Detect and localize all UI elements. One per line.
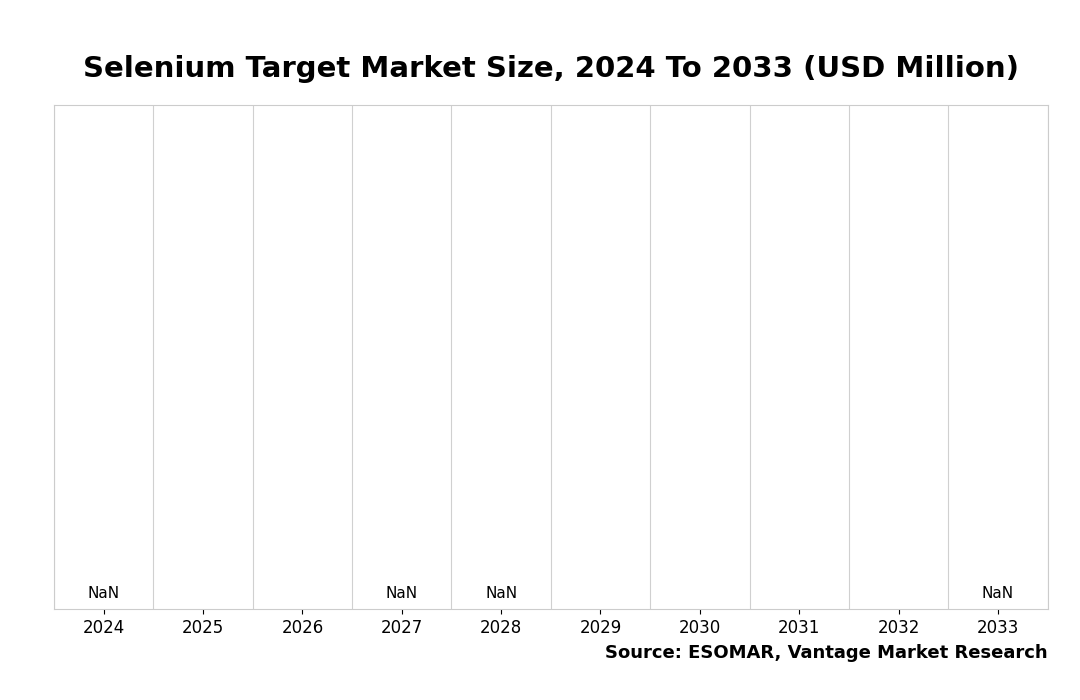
Text: NaN: NaN — [982, 587, 1014, 601]
Text: NaN: NaN — [485, 587, 517, 601]
Text: Source: ESOMAR, Vantage Market Research: Source: ESOMAR, Vantage Market Research — [605, 643, 1048, 662]
Title: Selenium Target Market Size, 2024 To 2033 (USD Million): Selenium Target Market Size, 2024 To 203… — [83, 55, 1018, 83]
Text: NaN: NaN — [87, 587, 120, 601]
Text: NaN: NaN — [386, 587, 418, 601]
